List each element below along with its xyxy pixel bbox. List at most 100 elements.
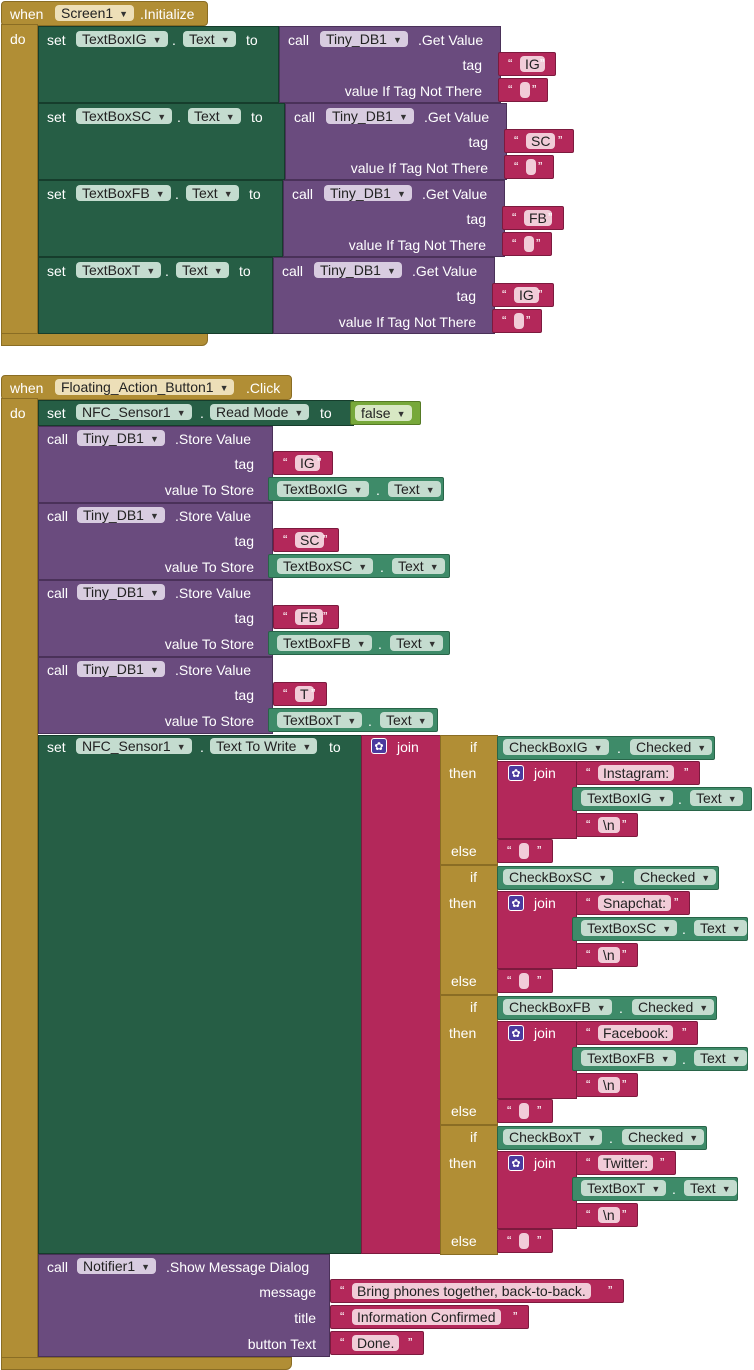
text-property-dropdown[interactable]: Text ▼: [380, 712, 433, 728]
checked-property-dropdown[interactable]: Checked ▼: [622, 1129, 705, 1145]
textbox-dropdown[interactable]: TextBoxIG ▼: [581, 790, 673, 806]
mutator-gear-icon[interactable]: ✿: [508, 1025, 524, 1041]
tag-text-value[interactable]: FB: [295, 609, 323, 625]
tinydb-dropdown[interactable]: Tiny_DB1 ▼: [324, 185, 412, 201]
dot-separator: .: [165, 263, 169, 279]
mutator-gear-icon[interactable]: ✿: [508, 895, 524, 911]
do-keyword: do: [10, 405, 26, 421]
button-text-value[interactable]: Done.: [352, 1335, 400, 1351]
text-property-dropdown[interactable]: Text ▼: [176, 262, 229, 278]
if-then-else-block[interactable]: [440, 735, 498, 865]
prefix-text-value[interactable]: Instagram:: [598, 765, 675, 781]
text-property-dropdown[interactable]: Text ▼: [183, 31, 236, 47]
tag-text-value[interactable]: SC: [526, 133, 556, 149]
newline-text-value[interactable]: \n: [598, 1207, 620, 1223]
if-then-else-block[interactable]: [440, 1125, 498, 1255]
textbox-dropdown[interactable]: TextBoxIG ▼: [76, 31, 168, 47]
tinydb-dropdown[interactable]: Tiny_DB1 ▼: [77, 507, 165, 523]
checkbox-dropdown[interactable]: CheckBoxIG ▼: [503, 739, 609, 755]
tinydb-dropdown[interactable]: Tiny_DB1 ▼: [320, 31, 408, 47]
checkbox-dropdown[interactable]: CheckBoxSC ▼: [503, 869, 614, 885]
tinydb-dropdown[interactable]: Tiny_DB1 ▼: [326, 108, 414, 124]
title-label: title: [294, 1310, 316, 1326]
chevron-down-icon: ▼: [146, 266, 156, 276]
textbox-dropdown[interactable]: TextBoxFB ▼: [277, 635, 372, 651]
newline-text-value[interactable]: \n: [598, 1077, 620, 1093]
else-empty-text-empty-value[interactable]: [519, 973, 529, 989]
set-nfc-text-to-write-block[interactable]: [38, 735, 362, 1254]
checkbox-dropdown[interactable]: CheckBoxT ▼: [503, 1129, 603, 1145]
set-keyword: set: [47, 186, 66, 202]
tag-text-value[interactable]: SC: [295, 532, 325, 548]
text-property-dropdown[interactable]: Text ▼: [388, 481, 441, 497]
chevron-down-icon: ▼: [417, 716, 427, 726]
title-value[interactable]: Information Confirmed: [352, 1309, 501, 1325]
textbox-dropdown[interactable]: TextBoxT ▼: [581, 1180, 667, 1196]
textbox-dropdown[interactable]: TextBoxT ▼: [76, 262, 162, 278]
textbox-dropdown[interactable]: TextBoxT ▼: [277, 712, 363, 728]
read-mode-dropdown[interactable]: Read Mode ▼: [210, 404, 310, 420]
get-value-label: .Get Value: [412, 263, 478, 279]
text-property-dropdown[interactable]: Text ▼: [392, 558, 445, 574]
prefix-text-value[interactable]: Facebook:: [598, 1025, 674, 1041]
checked-property-dropdown[interactable]: Checked ▼: [630, 739, 713, 755]
text-property-dropdown[interactable]: Text ▼: [690, 790, 743, 806]
mutator-gear-icon[interactable]: ✿: [371, 738, 387, 754]
tinydb-dropdown[interactable]: Tiny_DB1 ▼: [77, 661, 165, 677]
text-property-dropdown[interactable]: Text ▼: [188, 108, 241, 124]
tinydb-dropdown[interactable]: Tiny_DB1 ▼: [314, 262, 402, 278]
outer-join-block[interactable]: [361, 735, 441, 1254]
else-empty-text-empty-value[interactable]: [519, 1233, 529, 1249]
textbox-dropdown[interactable]: TextBoxSC ▼: [76, 108, 173, 124]
text-property-dropdown[interactable]: Text ▼: [186, 185, 239, 201]
newline-text-value[interactable]: \n: [598, 947, 620, 963]
chevron-down-icon: ▼: [149, 588, 159, 598]
message-value[interactable]: Bring phones together, back-to-back.: [352, 1283, 591, 1299]
checkbox-dropdown[interactable]: CheckBoxFB ▼: [503, 999, 612, 1015]
default-text-empty-value[interactable]: [520, 82, 530, 98]
else-empty-text-empty-value[interactable]: [519, 843, 529, 859]
tinydb-dropdown[interactable]: Tiny_DB1 ▼: [77, 430, 165, 446]
open-quote-icon: “: [586, 1207, 591, 1222]
call-keyword: call: [47, 585, 69, 601]
text-property-dropdown[interactable]: Text ▼: [694, 920, 747, 936]
textbox-dropdown[interactable]: TextBoxIG ▼: [277, 481, 369, 497]
tag-text-value[interactable]: T: [295, 686, 314, 702]
else-empty-text-empty-value[interactable]: [519, 1103, 529, 1119]
nfc-sensor-dropdown[interactable]: NFC_Sensor1 ▼: [76, 404, 192, 420]
newline-text-value[interactable]: \n: [598, 817, 620, 833]
tag-text-value[interactable]: IG: [295, 455, 320, 471]
notifier-dropdown[interactable]: Notifier1 ▼: [77, 1258, 157, 1274]
chevron-down-icon: ▼: [651, 1184, 661, 1194]
default-text-empty-value[interactable]: [526, 159, 536, 175]
tag-text-value[interactable]: IG: [520, 56, 545, 72]
prefix-text-value[interactable]: Twitter:: [598, 1155, 654, 1171]
prefix-text-value[interactable]: Snapchat:: [598, 895, 672, 911]
textbox-dropdown[interactable]: TextBoxFB ▼: [76, 185, 171, 201]
screen1-dropdown[interactable]: Screen1 ▼: [55, 5, 135, 21]
default-text-empty-value[interactable]: [514, 313, 524, 329]
tag-text-value[interactable]: FB: [524, 210, 552, 226]
mutator-gear-icon[interactable]: ✿: [508, 765, 524, 781]
checked-property-dropdown[interactable]: Checked ▼: [632, 999, 715, 1015]
mutator-gear-icon[interactable]: ✿: [508, 1155, 524, 1171]
false-dropdown[interactable]: false ▼: [355, 405, 412, 421]
text-to-write-dropdown[interactable]: Text To Write ▼: [210, 738, 318, 754]
text-property-dropdown[interactable]: Text ▼: [694, 1050, 747, 1066]
text-property-dropdown[interactable]: Text ▼: [390, 635, 443, 651]
chevron-down-icon: ▼: [176, 408, 186, 418]
tinydb-dropdown[interactable]: Tiny_DB1 ▼: [77, 584, 165, 600]
textbox-dropdown[interactable]: TextBoxSC ▼: [581, 920, 678, 936]
checked-property-dropdown[interactable]: Checked ▼: [634, 869, 717, 885]
else-keyword: else: [451, 843, 477, 859]
textbox-dropdown[interactable]: TextBoxSC ▼: [277, 558, 374, 574]
default-text-empty-value[interactable]: [524, 236, 534, 252]
fab-dropdown[interactable]: Floating_Action_Button1 ▼: [55, 379, 235, 395]
textbox-dropdown[interactable]: TextBoxFB ▼: [581, 1050, 676, 1066]
chevron-down-icon: ▼: [353, 485, 363, 495]
dot-separator: .: [672, 1181, 676, 1197]
text-property-dropdown[interactable]: Text ▼: [684, 1180, 737, 1196]
nfc-sensor-dropdown[interactable]: NFC_Sensor1 ▼: [76, 738, 192, 754]
do-keyword: do: [10, 31, 26, 47]
tag-text-value[interactable]: IG: [514, 287, 539, 303]
